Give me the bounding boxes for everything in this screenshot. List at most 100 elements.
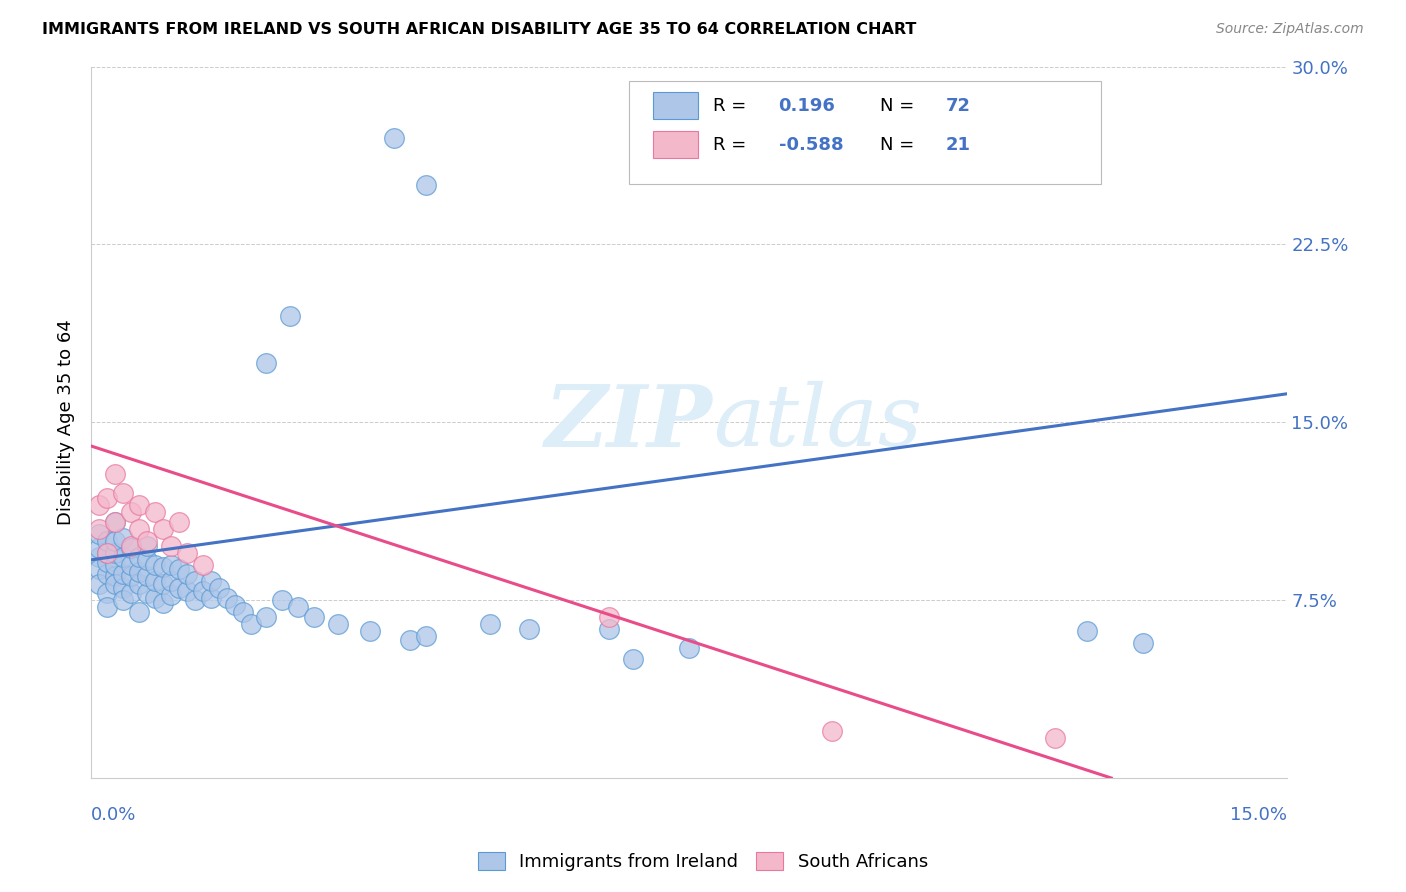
Point (184, 593, 207, 607)
FancyBboxPatch shape (628, 81, 1101, 184)
Point (143, 505, 166, 519)
Point (136, 539, 159, 553)
Point (96, 546, 118, 560)
Point (87, 550, 110, 565)
Point (104, 515, 127, 529)
Text: R =: R = (713, 96, 752, 115)
Text: N =: N = (880, 96, 920, 115)
Point (519, 622, 541, 636)
Point (96, 533, 118, 548)
Point (104, 576, 127, 591)
Point (112, 582, 135, 596)
Text: 15.0%: 15.0% (1230, 806, 1286, 824)
Point (621, 652, 644, 666)
Point (104, 467, 127, 482)
Text: 0.0%: 0.0% (91, 806, 136, 824)
Point (1132, 636, 1154, 650)
Point (96, 555, 118, 569)
Point (478, 616, 501, 631)
Point (200, 591, 222, 605)
Point (104, 533, 127, 548)
Point (167, 582, 190, 596)
Point (128, 605, 150, 619)
Point (415, 178, 437, 193)
Point (112, 593, 135, 607)
Point (256, 356, 278, 370)
Point (128, 498, 150, 512)
Text: -0.588: -0.588 (779, 136, 844, 153)
Point (160, 589, 183, 603)
Point (112, 550, 135, 565)
Point (143, 574, 166, 589)
Point (112, 532, 135, 546)
Point (128, 522, 150, 536)
Point (87, 498, 110, 512)
Point (678, 640, 700, 655)
Point (208, 582, 231, 596)
Point (104, 546, 127, 560)
Point (598, 609, 620, 624)
Point (87, 576, 110, 591)
Point (152, 560, 174, 574)
Point (167, 515, 190, 529)
Point (415, 629, 437, 643)
Text: IMMIGRANTS FROM IRELAND VS SOUTH AFRICAN DISABILITY AGE 35 TO 64 CORRELATION CHA: IMMIGRANTS FROM IRELAND VS SOUTH AFRICAN… (42, 22, 917, 37)
Point (152, 522, 174, 536)
Point (821, 723, 844, 738)
Text: 72: 72 (946, 96, 972, 115)
Point (120, 541, 142, 555)
Point (152, 595, 174, 609)
Point (136, 533, 159, 548)
Point (128, 565, 150, 579)
Point (1076, 624, 1098, 638)
Point (120, 505, 142, 519)
Point (120, 558, 142, 572)
Point (176, 583, 198, 598)
Text: R =: R = (713, 136, 752, 153)
Point (224, 598, 246, 612)
Y-axis label: Disability Age 35 to 64: Disability Age 35 to 64 (58, 319, 75, 525)
Text: N =: N = (880, 136, 920, 153)
Point (120, 539, 142, 553)
Point (104, 558, 127, 572)
Point (96, 600, 118, 615)
Point (399, 633, 422, 648)
Point (136, 586, 159, 600)
Point (271, 593, 294, 607)
Point (215, 591, 238, 605)
Point (280, 309, 302, 323)
Point (128, 550, 150, 565)
Point (120, 586, 142, 600)
Point (176, 567, 198, 582)
Point (87, 562, 110, 576)
Point (143, 558, 166, 572)
Point (143, 591, 166, 605)
Point (191, 583, 214, 598)
Text: Source: ZipAtlas.com: Source: ZipAtlas.com (1216, 22, 1364, 37)
Point (128, 576, 150, 591)
Point (598, 622, 620, 636)
Point (160, 539, 183, 553)
Point (104, 569, 127, 583)
Point (160, 574, 183, 589)
Point (87, 526, 110, 541)
Point (87, 522, 110, 536)
Point (232, 605, 254, 619)
Text: atlas: atlas (713, 381, 922, 464)
Point (104, 515, 127, 529)
Point (112, 567, 135, 582)
Point (136, 553, 159, 567)
Point (96, 586, 118, 600)
Point (304, 609, 326, 624)
Bar (652, 92, 699, 120)
Point (191, 558, 214, 572)
Point (96, 546, 118, 560)
Point (136, 569, 159, 583)
Point (359, 624, 381, 638)
Point (120, 569, 142, 583)
Point (382, 130, 405, 145)
Point (96, 491, 118, 506)
Point (112, 486, 135, 500)
Point (160, 558, 183, 572)
Point (176, 546, 198, 560)
